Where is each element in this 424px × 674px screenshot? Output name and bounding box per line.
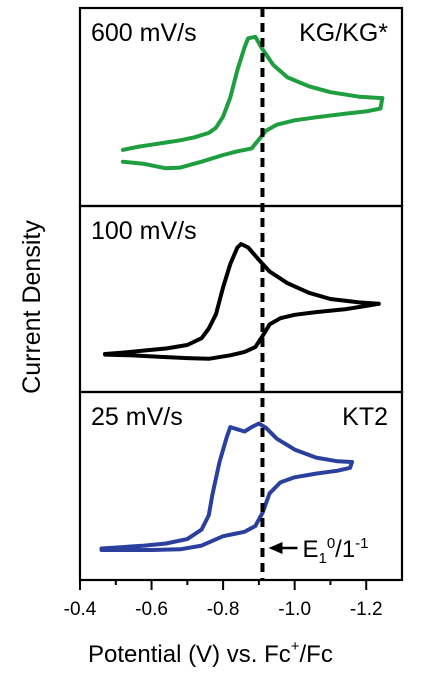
x-axis-label-sup: + <box>291 638 300 655</box>
cv-trace-reverse <box>99 460 354 552</box>
reference-annotation: E10/1-1 <box>268 535 369 567</box>
scan-rate-label: 100 mV/s <box>91 217 197 245</box>
reference-label-mid: /1 <box>335 536 355 563</box>
cv-trace-reverse <box>120 96 385 171</box>
panel-frame <box>78 390 404 582</box>
cv-trace-reverse <box>103 301 381 361</box>
x-axis: -0.4 -0.6 -0.8 -1.0 -1.2 <box>64 580 383 620</box>
reference-label-sup1: 0 <box>327 535 335 552</box>
cv-trace-forward <box>99 421 354 551</box>
reference-arrow-head <box>268 542 283 554</box>
reference-label: E10/1-1 <box>302 535 368 567</box>
x-axis-label-tail: /Fc <box>300 641 333 668</box>
x-tick-label: -0.4 <box>64 599 97 620</box>
sample-label: KT2 <box>342 403 388 431</box>
reference-label-sub1: 1 <box>318 550 326 567</box>
panel-2: 100 mV/s <box>78 204 404 394</box>
x-axis-label-main: Potential (V) vs. Fc <box>88 641 291 668</box>
reference-label-main: E <box>302 536 318 563</box>
sample-label: KG/KG* <box>299 19 388 47</box>
panel-1: 600 mV/s KG/KG* <box>78 6 404 208</box>
reference-label-sup2: -1 <box>355 535 368 552</box>
panels-layer: 600 mV/s KG/KG* 100 mV/s 25 mV/s KT2 <box>78 6 404 582</box>
panel-3: 25 mV/s KT2 <box>78 390 404 582</box>
x-axis-label: Potential (V) vs. Fc+/Fc <box>88 638 333 668</box>
x-tick-label: -0.6 <box>135 599 168 620</box>
y-axis-label: Current Density <box>18 220 46 394</box>
scan-rate-label: 600 mV/s <box>91 19 197 47</box>
cv-trace-forward <box>103 242 381 356</box>
cv-trace-forward <box>120 34 385 152</box>
scan-rate-label: 25 mV/s <box>91 403 183 431</box>
x-tick-label: -1.2 <box>350 599 383 620</box>
x-tick-label: -1.0 <box>278 599 311 620</box>
x-tick-label: -0.8 <box>207 599 240 620</box>
